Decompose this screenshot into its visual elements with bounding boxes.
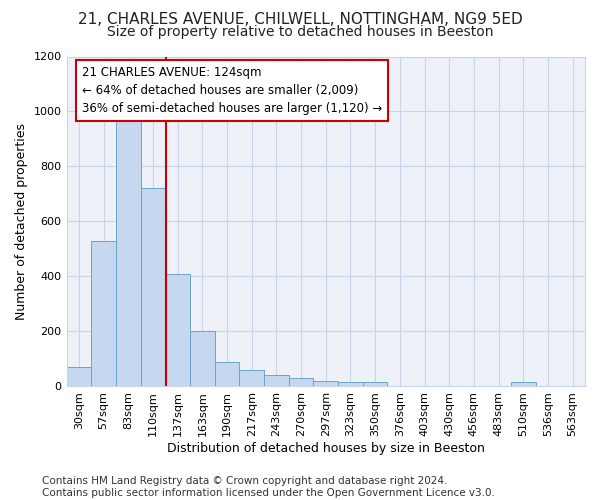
Bar [313, 381, 338, 386]
Bar [91, 240, 116, 386]
Bar [363, 382, 388, 386]
Bar [116, 112, 140, 386]
Bar [215, 362, 239, 386]
Text: Size of property relative to detached houses in Beeston: Size of property relative to detached ho… [107, 25, 493, 39]
Text: Contains HM Land Registry data © Crown copyright and database right 2024.
Contai: Contains HM Land Registry data © Crown c… [42, 476, 495, 498]
X-axis label: Distribution of detached houses by size in Beeston: Distribution of detached houses by size … [167, 442, 485, 455]
Bar [190, 332, 215, 386]
Bar [140, 188, 165, 386]
Y-axis label: Number of detached properties: Number of detached properties [15, 123, 28, 320]
Bar [338, 382, 363, 386]
Bar [511, 382, 536, 386]
Bar [67, 367, 91, 386]
Bar [165, 274, 190, 386]
Bar [264, 375, 289, 386]
Text: 21 CHARLES AVENUE: 124sqm
← 64% of detached houses are smaller (2,009)
36% of se: 21 CHARLES AVENUE: 124sqm ← 64% of detac… [82, 66, 382, 116]
Bar [239, 370, 264, 386]
Text: 21, CHARLES AVENUE, CHILWELL, NOTTINGHAM, NG9 5ED: 21, CHARLES AVENUE, CHILWELL, NOTTINGHAM… [77, 12, 523, 28]
Bar [289, 378, 313, 386]
